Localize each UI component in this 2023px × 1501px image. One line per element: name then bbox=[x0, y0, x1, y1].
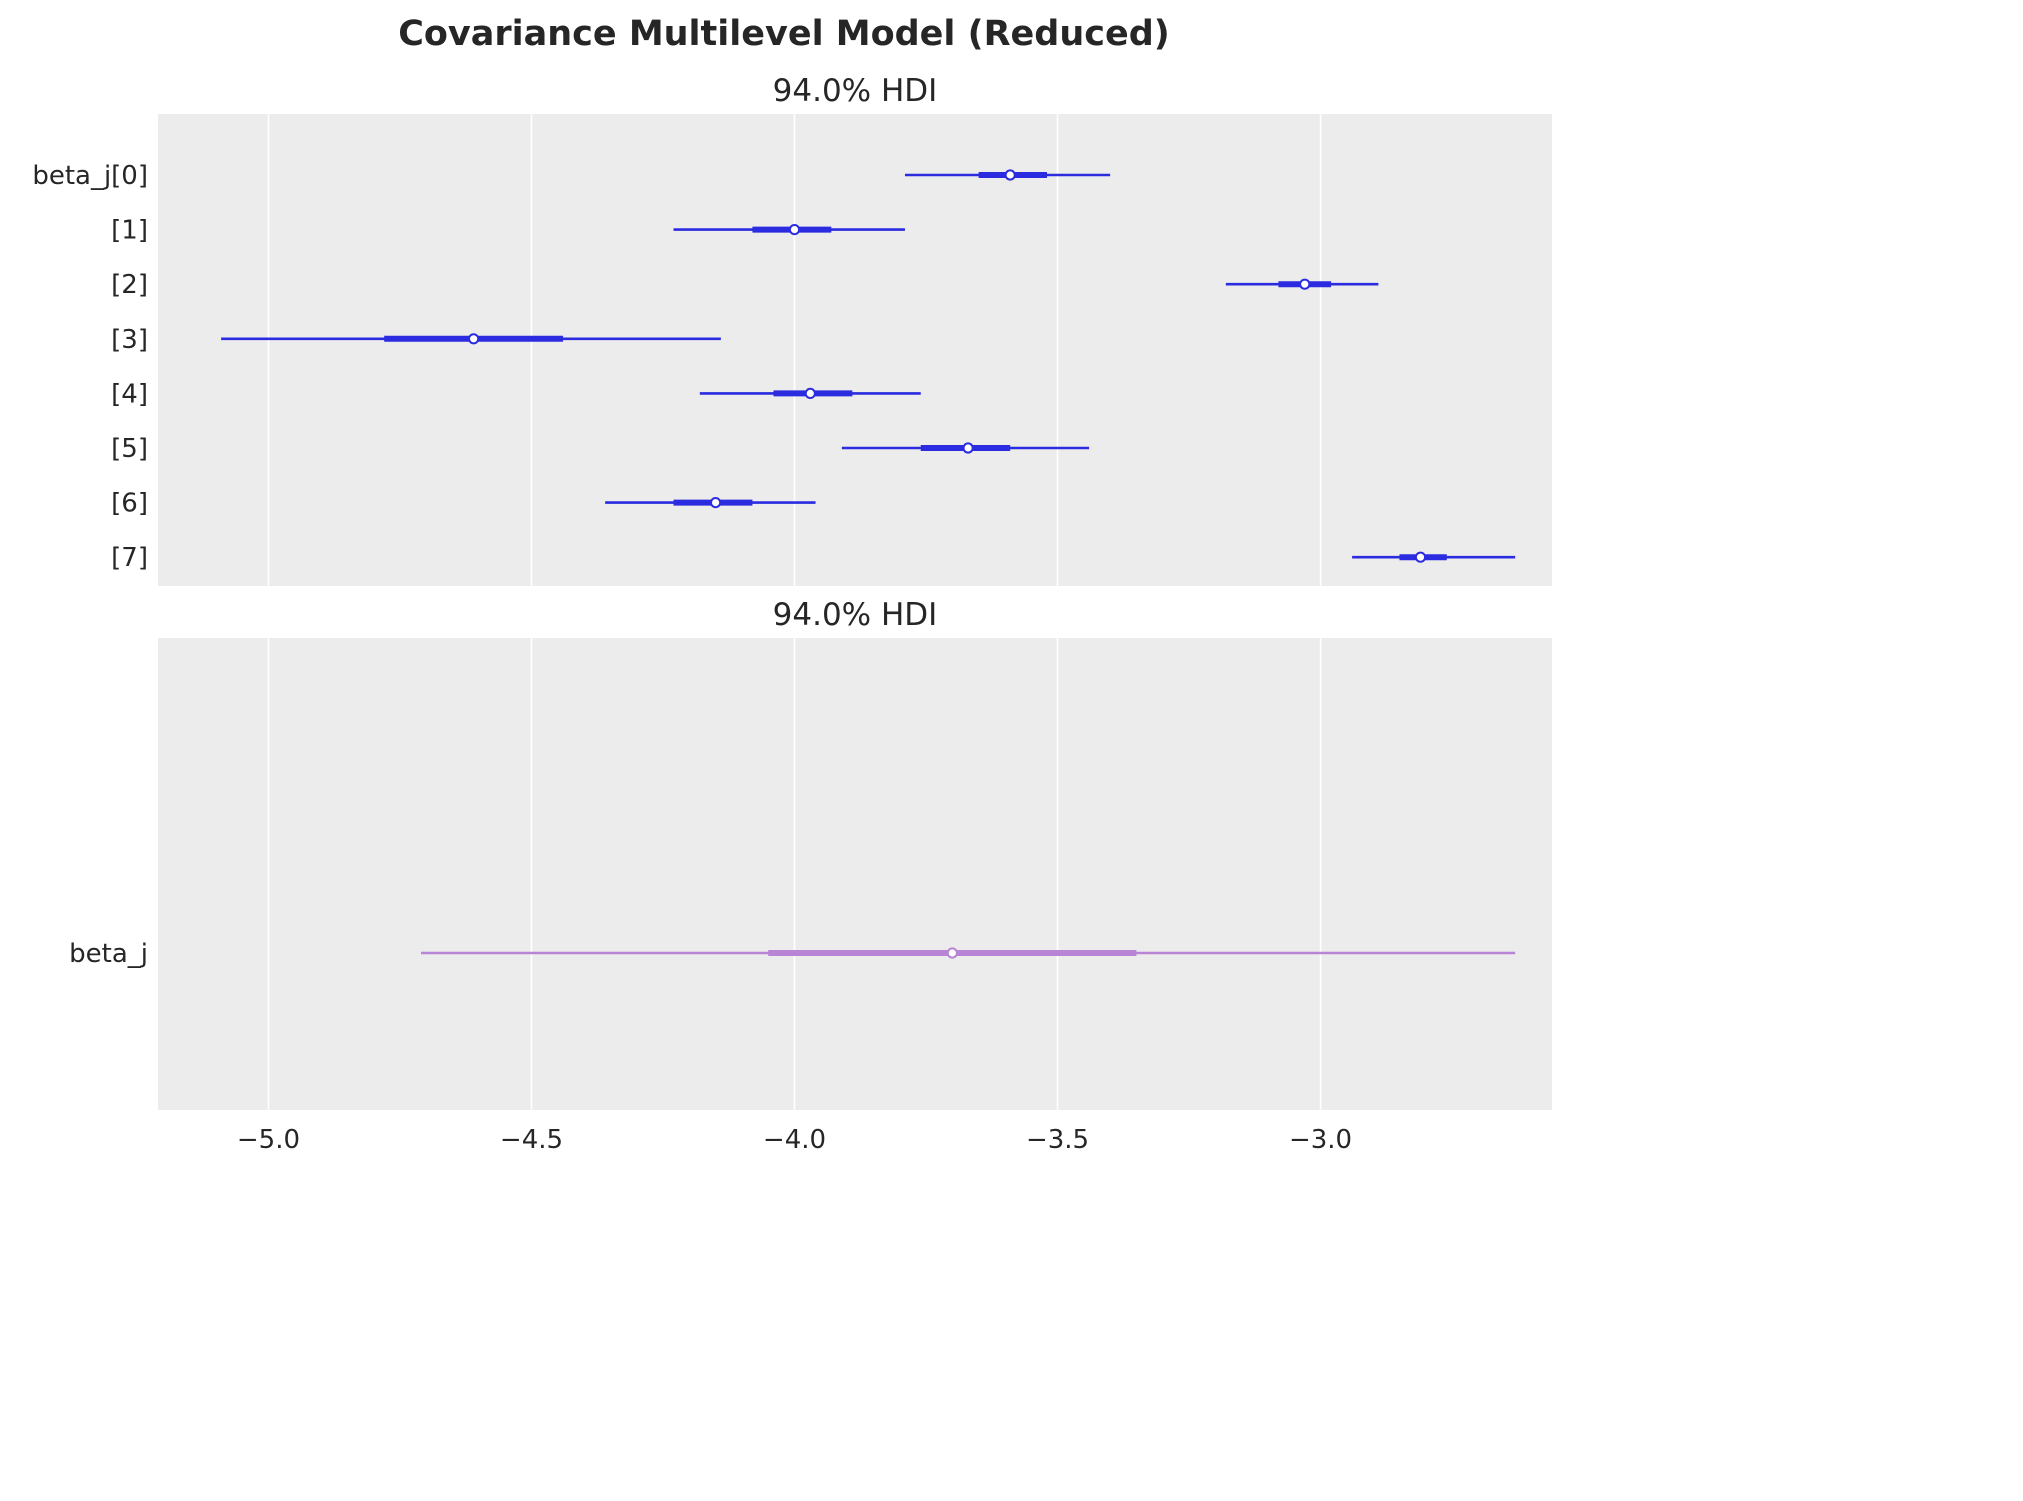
panel-bottom-forest: −5.0 −4.5 −4.0 −3.5 −3.0 94.0% HDI beta_j bbox=[69, 597, 1552, 1155]
panel-top-forest: 94.0% HDI beta_j[0] [1] [2] [3] [4] [5] [6] [7] bbox=[32, 73, 1552, 586]
y-tick-label: [2] bbox=[111, 270, 148, 300]
median-point bbox=[468, 333, 480, 345]
y-tick-label: beta_j bbox=[69, 939, 148, 969]
y-tick-label: [3] bbox=[111, 325, 148, 355]
y-tick-label: [6] bbox=[111, 489, 148, 519]
median-point bbox=[1004, 169, 1016, 181]
subplot-title: 94.0% HDI bbox=[773, 73, 938, 109]
y-tick-label: [5] bbox=[111, 434, 148, 464]
median-point bbox=[788, 224, 801, 236]
y-tick-label: [7] bbox=[111, 543, 148, 573]
median-point bbox=[962, 442, 974, 454]
plot-area-background bbox=[158, 638, 1552, 1110]
figure-title: Covariance Multilevel Model (Reduced) bbox=[398, 14, 1170, 54]
x-tick-label: −4.5 bbox=[500, 1125, 563, 1155]
median-point bbox=[1414, 551, 1427, 563]
forest-plot-figure: Covariance Multilevel Model (Reduced) 94… bbox=[32, 14, 1552, 1155]
subplot-title: 94.0% HDI bbox=[773, 597, 938, 633]
y-tick-label: beta_j[0] bbox=[32, 161, 148, 191]
x-tick-label: −3.5 bbox=[1026, 1125, 1089, 1155]
y-tick-label: [4] bbox=[111, 379, 148, 409]
median-point bbox=[804, 387, 816, 399]
y-tick-label: [1] bbox=[111, 216, 148, 246]
median-point bbox=[946, 947, 958, 959]
x-tick-label: −4.0 bbox=[763, 1125, 826, 1155]
plot-area-background bbox=[158, 114, 1552, 586]
median-point bbox=[1299, 278, 1311, 290]
x-tick-label: −5.0 bbox=[237, 1125, 300, 1155]
median-point bbox=[710, 497, 722, 509]
x-tick-label: −3.0 bbox=[1289, 1125, 1352, 1155]
